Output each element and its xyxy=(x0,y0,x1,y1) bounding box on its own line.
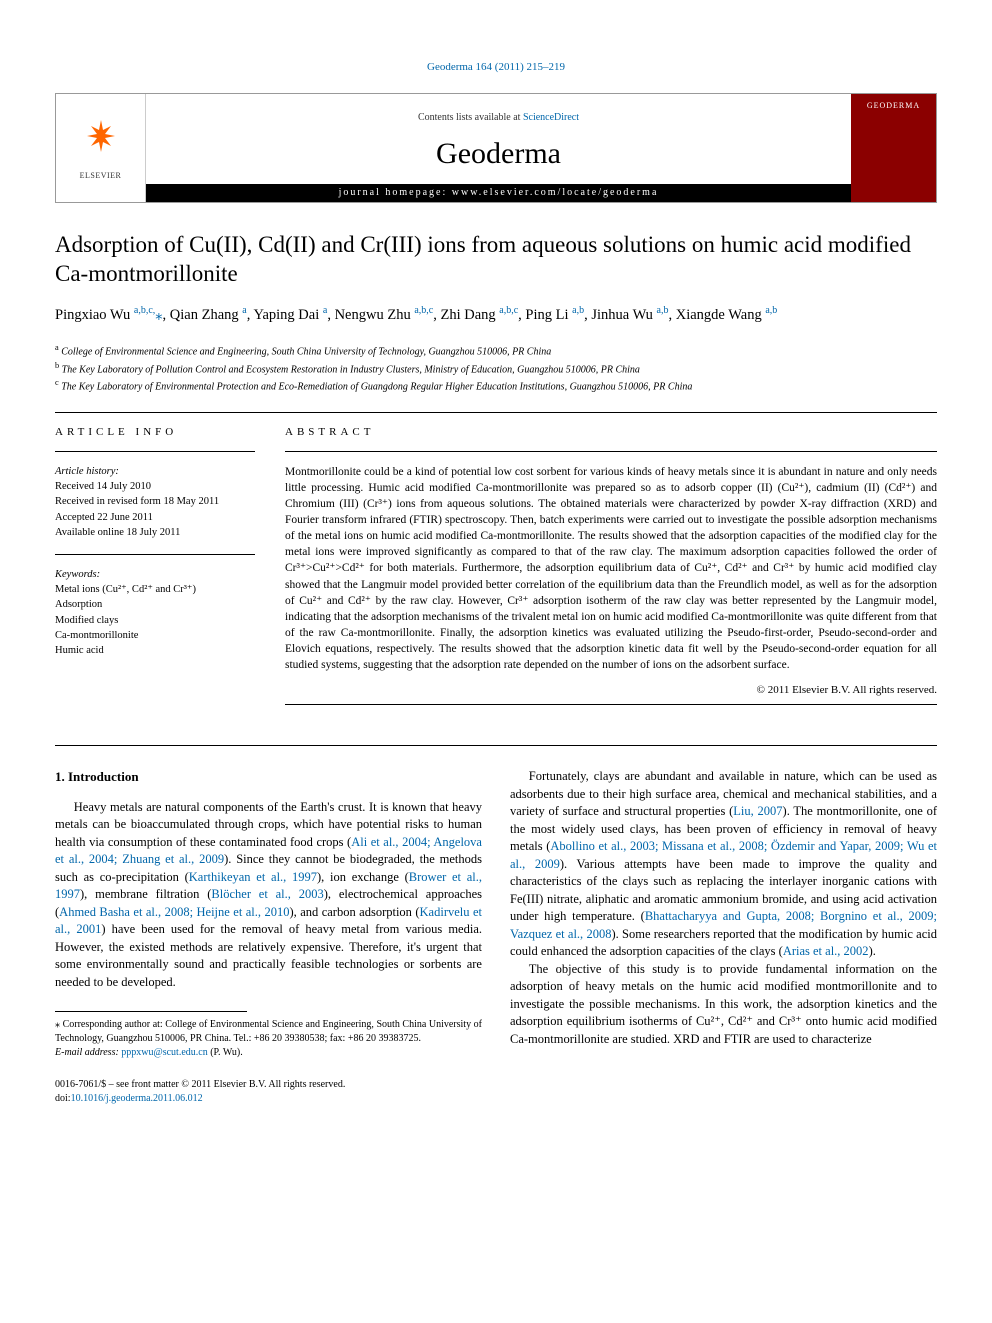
history-line: Received in revised form 18 May 2011 xyxy=(55,494,255,509)
elsevier-tree-icon xyxy=(81,116,121,170)
email-label: E-mail address: xyxy=(55,1047,121,1058)
keyword: Metal ions (Cu²⁺, Cd²⁺ and Cr³⁺) xyxy=(55,582,255,597)
history-line: Received 14 July 2010 xyxy=(55,479,255,494)
keywords-heading: Keywords: xyxy=(55,567,255,582)
paragraph: The objective of this study is to provid… xyxy=(510,961,937,1049)
affiliation: a College of Environmental Science and E… xyxy=(55,342,937,359)
left-column: 1. Introduction Heavy metals are natural… xyxy=(55,768,482,1106)
keywords-block: Keywords: Metal ions (Cu²⁺, Cd²⁺ and Cr³… xyxy=(55,567,255,658)
journal-name: Geoderma xyxy=(436,133,561,175)
email-link[interactable]: pppxwu@scut.edu.cn xyxy=(121,1047,207,1058)
keyword: Modified clays xyxy=(55,613,255,628)
affiliation: c The Key Laboratory of Environmental Pr… xyxy=(55,377,937,394)
page: Geoderma 164 (2011) 215–219 ELSEVIER Con… xyxy=(0,0,992,1146)
history-line: Accepted 22 June 2011 xyxy=(55,510,255,525)
cover-title: GEODERMA xyxy=(867,100,920,111)
contents-prefix: Contents lists available at xyxy=(418,112,523,123)
divider xyxy=(55,412,937,413)
body-columns: 1. Introduction Heavy metals are natural… xyxy=(55,768,937,1106)
front-matter: 0016-7061/$ – see front matter © 2011 El… xyxy=(55,1078,482,1092)
paragraph: Heavy metals are natural components of t… xyxy=(55,799,482,992)
article-title: Adsorption of Cu(II), Cd(II) and Cr(III)… xyxy=(55,231,937,289)
publisher-logo-box: ELSEVIER xyxy=(56,94,146,202)
abstract-label: ABSTRACT xyxy=(285,425,937,440)
footer-info: 0016-7061/$ – see front matter © 2011 El… xyxy=(55,1078,482,1106)
email-line: E-mail address: pppxwu@scut.edu.cn (P. W… xyxy=(55,1046,482,1060)
journal-homepage: journal homepage: www.elsevier.com/locat… xyxy=(146,184,851,202)
divider xyxy=(285,704,937,705)
divider xyxy=(55,554,255,555)
keyword: Adsorption xyxy=(55,597,255,612)
masthead: ELSEVIER Contents lists available at Sci… xyxy=(55,93,937,203)
article-info-label: ARTICLE INFO xyxy=(55,425,255,440)
citation-link[interactable]: Geoderma 164 (2011) 215–219 xyxy=(427,61,565,73)
email-suffix: (P. Wu). xyxy=(208,1047,243,1058)
history-line: Available online 18 July 2011 xyxy=(55,525,255,540)
abstract-text: Montmorillonite could be a kind of poten… xyxy=(285,464,937,673)
divider xyxy=(285,451,937,452)
right-column: Fortunately, clays are abundant and avai… xyxy=(510,768,937,1106)
keyword: Humic acid xyxy=(55,643,255,658)
info-abstract-row: ARTICLE INFO Article history: Received 1… xyxy=(55,425,937,717)
corresponding-text: ⁎ Corresponding author at: College of En… xyxy=(55,1018,482,1046)
top-citation: Geoderma 164 (2011) 215–219 xyxy=(55,60,937,75)
masthead-center: Contents lists available at ScienceDirec… xyxy=(146,94,851,202)
history-heading: Article history: xyxy=(55,464,255,479)
doi-link[interactable]: 10.1016/j.geoderma.2011.06.012 xyxy=(71,1093,203,1104)
abstract-column: ABSTRACT Montmorillonite could be a kind… xyxy=(285,425,937,717)
abstract-copyright: © 2011 Elsevier B.V. All rights reserved… xyxy=(285,683,937,698)
keyword: Ca-montmorillonite xyxy=(55,628,255,643)
doi-label: doi: xyxy=(55,1093,71,1104)
footnote-divider xyxy=(55,1011,247,1012)
divider xyxy=(55,451,255,452)
elsevier-text: ELSEVIER xyxy=(80,170,122,181)
section-heading: 1. Introduction xyxy=(55,768,482,786)
authors: Pingxiao Wu a,b,c,⁎, Qian Zhang a, Yapin… xyxy=(55,303,937,327)
elsevier-logo: ELSEVIER xyxy=(80,116,122,181)
sciencedirect-link[interactable]: ScienceDirect xyxy=(523,112,579,123)
doi-line: doi:10.1016/j.geoderma.2011.06.012 xyxy=(55,1092,482,1106)
divider xyxy=(55,745,937,746)
article-history: Article history: Received 14 July 2010 R… xyxy=(55,464,255,540)
contents-listed: Contents lists available at ScienceDirec… xyxy=(418,111,579,125)
affiliation: b The Key Laboratory of Pollution Contro… xyxy=(55,360,937,377)
journal-cover: GEODERMA xyxy=(851,94,936,202)
paragraph: Fortunately, clays are abundant and avai… xyxy=(510,768,937,961)
affiliations: a College of Environmental Science and E… xyxy=(55,342,937,394)
corresponding-footnote: ⁎ Corresponding author at: College of En… xyxy=(55,1018,482,1060)
article-info-column: ARTICLE INFO Article history: Received 1… xyxy=(55,425,255,717)
